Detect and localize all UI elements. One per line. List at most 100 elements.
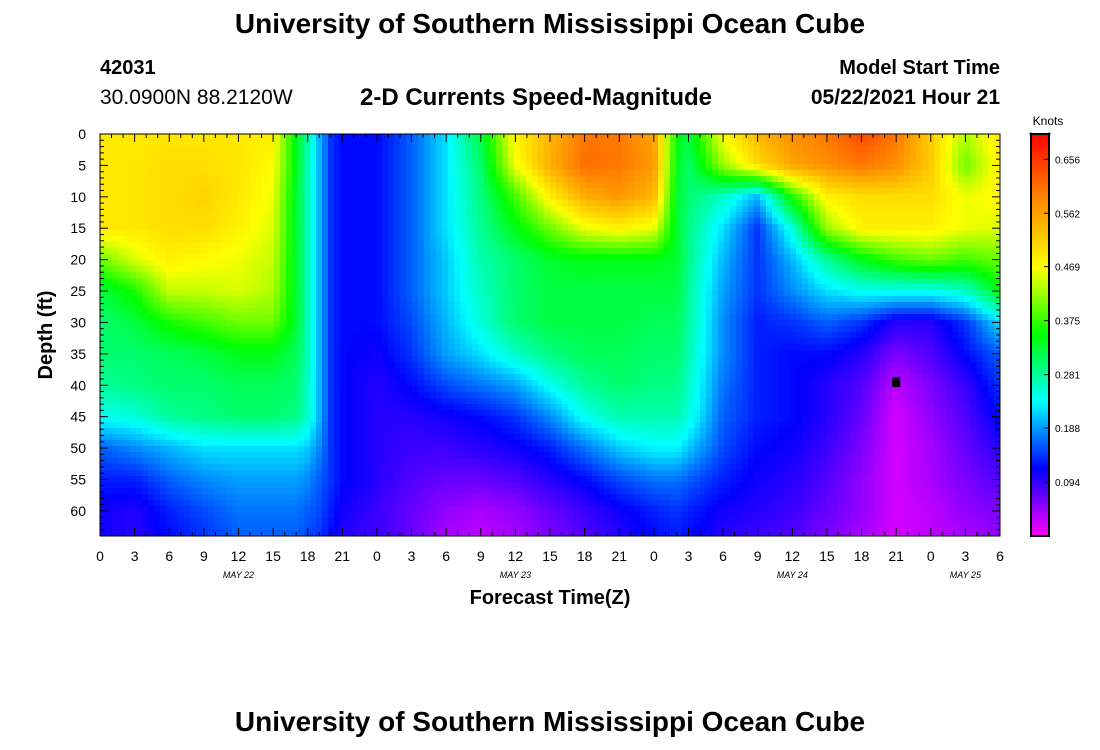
heatmap-cell (304, 146, 311, 153)
heatmap-cell (652, 200, 659, 207)
heatmap-cell (364, 212, 371, 219)
heatmap-cell (250, 158, 257, 165)
heatmap-cell (586, 176, 593, 183)
heatmap-cell (268, 254, 275, 261)
heatmap-cell (640, 218, 647, 225)
heatmap-cell (208, 272, 215, 279)
heatmap-cell (916, 230, 923, 237)
heatmap-cell (184, 260, 191, 267)
heatmap-cell (280, 206, 287, 213)
heatmap-cell (856, 134, 863, 141)
heatmap-cell (466, 278, 473, 285)
heatmap-cell (184, 236, 191, 243)
heatmap-cell (658, 248, 665, 255)
heatmap-cell (928, 302, 935, 309)
heatmap-cell (406, 290, 413, 297)
heatmap-cell (598, 290, 605, 297)
heatmap-cell (490, 182, 497, 189)
heatmap-cell (244, 158, 251, 165)
heatmap-cell (760, 152, 767, 159)
heatmap-cell (424, 200, 431, 207)
heatmap-cell (466, 314, 473, 321)
heatmap-cell (712, 158, 719, 165)
heatmap-cell (970, 248, 977, 255)
heatmap-cell (820, 290, 827, 297)
heatmap-cell (118, 284, 125, 291)
heatmap-cell (598, 266, 605, 273)
heatmap-cell (622, 278, 629, 285)
heatmap-cell (682, 278, 689, 285)
heatmap-cell (724, 206, 731, 213)
heatmap-cell (898, 188, 905, 195)
heatmap-cell (652, 140, 659, 147)
heatmap-cell (220, 206, 227, 213)
heatmap-cell (520, 236, 527, 243)
heatmap-cell (160, 170, 167, 177)
heatmap-cell (118, 194, 125, 201)
heatmap-cell (946, 200, 953, 207)
heatmap-cell (586, 188, 593, 195)
heatmap-cell (490, 242, 497, 249)
heatmap-cell (376, 230, 383, 237)
heatmap-cell (592, 326, 599, 333)
heatmap-cell (202, 326, 209, 333)
heatmap-cell (772, 284, 779, 291)
heatmap-cell (124, 200, 131, 207)
heatmap-cell (784, 164, 791, 171)
heatmap-cell (526, 242, 533, 249)
heatmap-cell (820, 254, 827, 261)
heatmap-cell (922, 230, 929, 237)
heatmap-cell (604, 158, 611, 165)
heatmap-cell (250, 290, 257, 297)
heatmap-cell (310, 308, 317, 315)
heatmap-cell (748, 212, 755, 219)
heatmap-cell (442, 284, 449, 291)
heatmap-cell (808, 158, 815, 165)
heatmap-cell (184, 332, 191, 339)
heatmap-cell (790, 272, 797, 279)
heatmap-cell (676, 146, 683, 153)
heatmap-cell (364, 176, 371, 183)
heatmap-cell (910, 302, 917, 309)
heatmap-cell (946, 236, 953, 243)
heatmap-cell (814, 152, 821, 159)
heatmap-cell (430, 278, 437, 285)
heatmap-cell (304, 314, 311, 321)
heatmap-cell (466, 224, 473, 231)
heatmap-cell (430, 188, 437, 195)
heatmap-cell (880, 308, 887, 315)
heatmap-cell (712, 248, 719, 255)
heatmap-cell (922, 140, 929, 147)
heatmap-cell (118, 206, 125, 213)
heatmap-cell (196, 272, 203, 279)
heatmap-cell (388, 170, 395, 177)
heatmap-cell (556, 308, 563, 315)
heatmap-cell (898, 248, 905, 255)
heatmap-cell (670, 188, 677, 195)
heatmap-cell (676, 182, 683, 189)
heatmap-cell (796, 296, 803, 303)
heatmap-cell (916, 224, 923, 231)
heatmap-cell (850, 296, 857, 303)
heatmap-cell (916, 170, 923, 177)
heatmap-cell (160, 260, 167, 267)
heatmap-cell (718, 218, 725, 225)
heatmap-cell (178, 212, 185, 219)
heatmap-cell (952, 224, 959, 231)
heatmap-cell (232, 152, 239, 159)
heatmap-cell (538, 170, 545, 177)
heatmap-cell (244, 218, 251, 225)
heatmap-cell (322, 194, 329, 201)
heatmap-cell (316, 314, 323, 321)
heatmap-cell (238, 146, 245, 153)
heatmap-cell (328, 224, 335, 231)
heatmap-cell (862, 170, 869, 177)
heatmap-cell (490, 302, 497, 309)
heatmap-cell (586, 206, 593, 213)
heatmap-cell (748, 302, 755, 309)
heatmap-cell (154, 272, 161, 279)
heatmap-cell (520, 164, 527, 171)
heatmap-cell (466, 218, 473, 225)
heatmap-cell (280, 182, 287, 189)
heatmap-cell (352, 296, 359, 303)
